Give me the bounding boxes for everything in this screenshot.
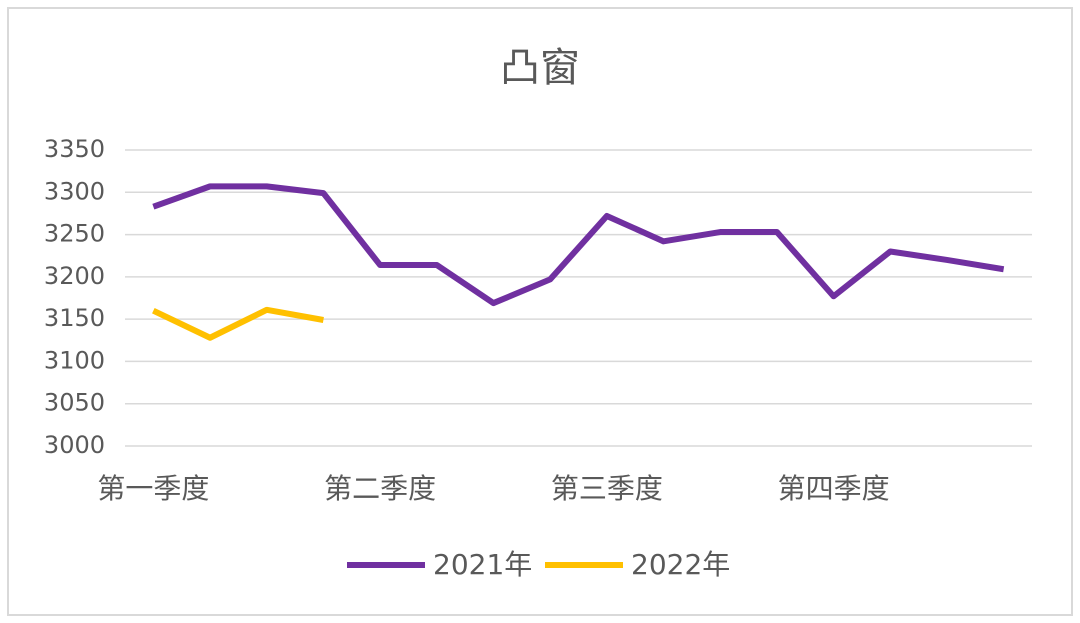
x-tick-label: 第二季度 <box>324 472 436 505</box>
line-series <box>152 183 1005 307</box>
legend-label: 2021年 <box>433 548 532 581</box>
y-tick-label: 3350 <box>44 135 105 163</box>
x-tick-label: 第一季度 <box>97 472 209 505</box>
y-tick-label: 3250 <box>44 220 105 248</box>
y-tick-label: 3150 <box>44 304 105 332</box>
legend-label: 2022年 <box>631 548 730 581</box>
y-tick-label: 3300 <box>44 177 105 205</box>
chart-border <box>7 7 1073 616</box>
y-tick-label: 3200 <box>44 262 105 290</box>
y-tick-label: 3000 <box>44 431 105 459</box>
y-tick-label: 3100 <box>44 346 105 374</box>
y-tick-label: 3050 <box>44 389 105 417</box>
x-tick-label: 第三季度 <box>551 472 663 505</box>
line-series <box>152 306 324 341</box>
chart-title: 凸窗 <box>500 45 580 91</box>
x-tick-label: 第四季度 <box>778 472 890 505</box>
